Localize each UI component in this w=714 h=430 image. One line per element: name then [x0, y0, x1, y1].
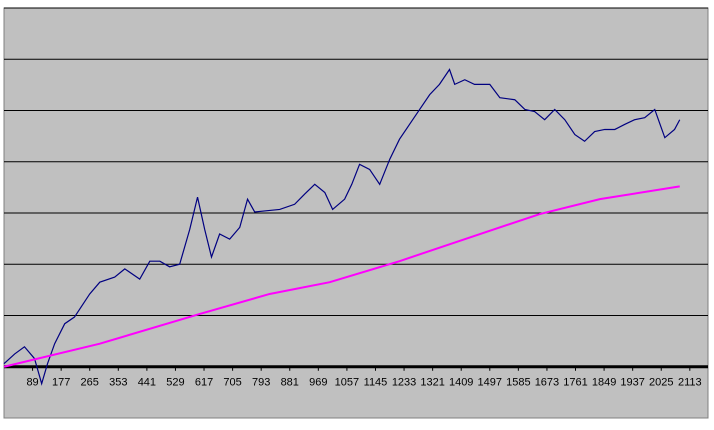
x-tick-label: 1937: [620, 377, 644, 389]
x-tick-label: 1233: [392, 377, 416, 389]
x-tick-label: 705: [223, 377, 241, 389]
x-tick-label: 1321: [420, 377, 444, 389]
x-tick-label: 617: [195, 377, 213, 389]
x-tick-label: 529: [166, 377, 184, 389]
x-tick-label: 1409: [449, 377, 473, 389]
x-tick-label: 969: [309, 377, 327, 389]
x-tick-label: 881: [281, 377, 299, 389]
x-tick-label: 2113: [678, 377, 702, 389]
x-tick-label: 1585: [506, 377, 530, 389]
x-tick-label: 353: [109, 377, 127, 389]
x-tick-label: 1145: [364, 377, 388, 389]
x-tick-label: 441: [138, 377, 156, 389]
x-tick-label: 89: [26, 377, 38, 389]
x-tick-label: 1761: [563, 377, 587, 389]
x-tick-label: 265: [81, 377, 99, 389]
x-tick-label: 1673: [535, 377, 559, 389]
x-tick-label: 1497: [478, 377, 502, 389]
x-tick-label: 2025: [649, 377, 673, 389]
x-tick-label: 1849: [592, 377, 616, 389]
x-tick-label: 177: [52, 377, 70, 389]
data-line: [3, 68, 681, 386]
x-tick-label: 793: [252, 377, 270, 389]
x-tick-label: 1057: [335, 377, 359, 389]
data-line: [3, 185, 680, 368]
